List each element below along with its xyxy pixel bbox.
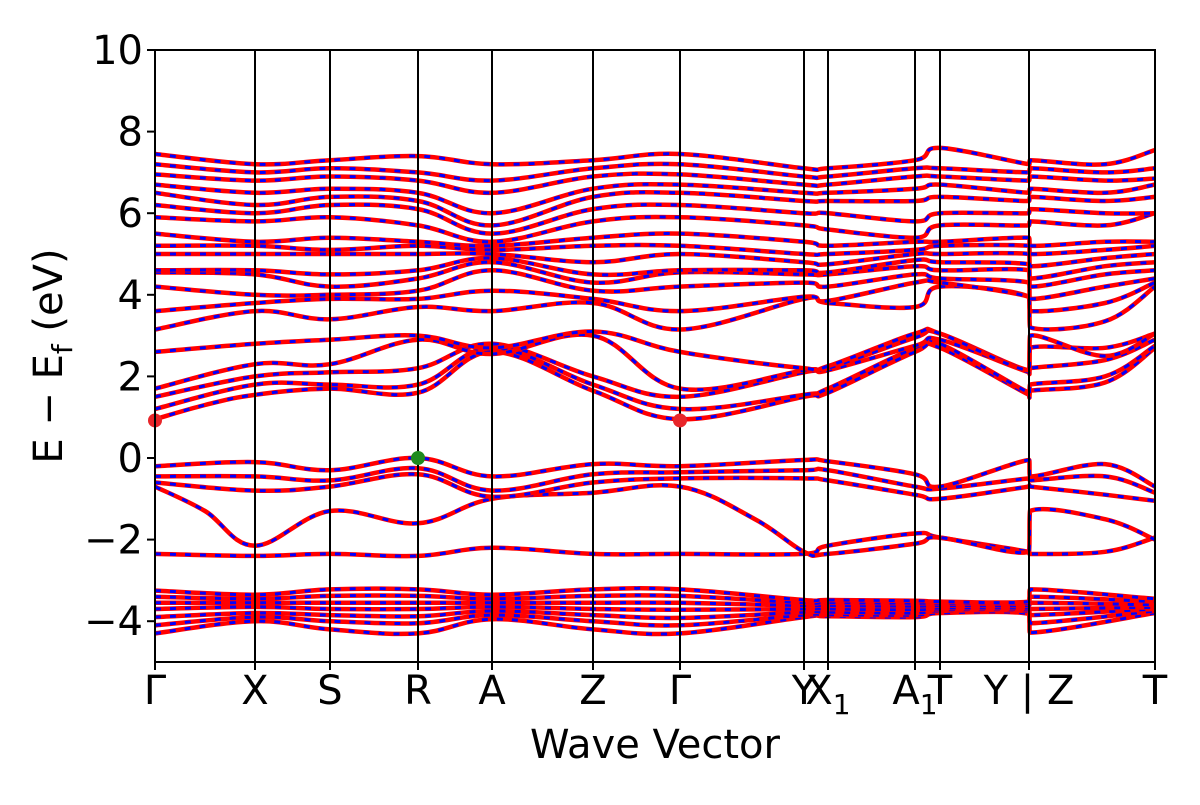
y-axis-title-main: E − E: [26, 354, 72, 464]
band-line-blue: [155, 329, 1155, 392]
x-tick-subscript: 1: [833, 688, 851, 721]
y-tick-label: 4: [118, 273, 143, 319]
x-tick-label: Z: [579, 668, 606, 714]
band-line-blue: [155, 146, 1155, 172]
x-tick-label: A: [478, 668, 506, 714]
y-tick-label: −4: [84, 599, 143, 645]
band-line-blue: [155, 337, 1155, 411]
band-line-blue: [155, 284, 1155, 332]
extremum-marker: [673, 413, 687, 428]
band-line-red: [155, 482, 1155, 558]
y-axis-title-unit: (eV): [26, 248, 72, 344]
band-line-blue: [155, 605, 1155, 612]
x-tick-label: R: [404, 668, 432, 714]
band-line-blue: [155, 256, 1155, 281]
x-tick-label: X1: [805, 668, 850, 721]
x-tick-label: S: [317, 668, 342, 714]
y-tick-label: 10: [92, 28, 143, 74]
x-tick-label: X: [241, 668, 268, 714]
x-tick-label: Γ: [144, 668, 167, 714]
x-tick-label: T: [1142, 668, 1168, 714]
extremum-marker: [411, 451, 425, 465]
x-tick-label: Y | Z: [983, 668, 1075, 714]
band-line-blue: [155, 162, 1155, 183]
kpoint-lines-layer: [254, 50, 1030, 662]
band-line-blue: [155, 586, 1155, 605]
y-tick-label: 0: [118, 436, 143, 482]
y-tick-label: −2: [84, 518, 143, 564]
y-axis-title-sub: f: [46, 343, 79, 354]
y-tick-label: 2: [118, 354, 143, 400]
y-ticks: 10 8 6 4 2 0 −2 −4: [84, 28, 155, 645]
y-tick-label: 6: [118, 191, 143, 237]
x-tick-subscript: 1: [920, 688, 938, 721]
y-axis-title: E − Ef (eV): [26, 248, 79, 463]
band-line-blue: [155, 610, 1155, 636]
plot-frame: [154, 49, 1156, 663]
y-tick-label: 8: [118, 110, 143, 156]
band-line-blue: [155, 593, 1155, 606]
band-line-blue: [155, 182, 1155, 215]
band-line-blue: [155, 251, 1155, 268]
band-line-blue: [155, 336, 1155, 399]
band-line-blue: [155, 601, 1155, 608]
x-tick-label: Γ: [669, 668, 692, 714]
x-tick-label: T: [927, 668, 953, 714]
band-line-blue: [155, 483, 1155, 558]
band-line-blue: [155, 172, 1155, 195]
x-axis-title: Wave Vector: [530, 722, 781, 768]
bands-layer: [155, 145, 1155, 637]
x-tick-label: Y: [791, 668, 817, 714]
